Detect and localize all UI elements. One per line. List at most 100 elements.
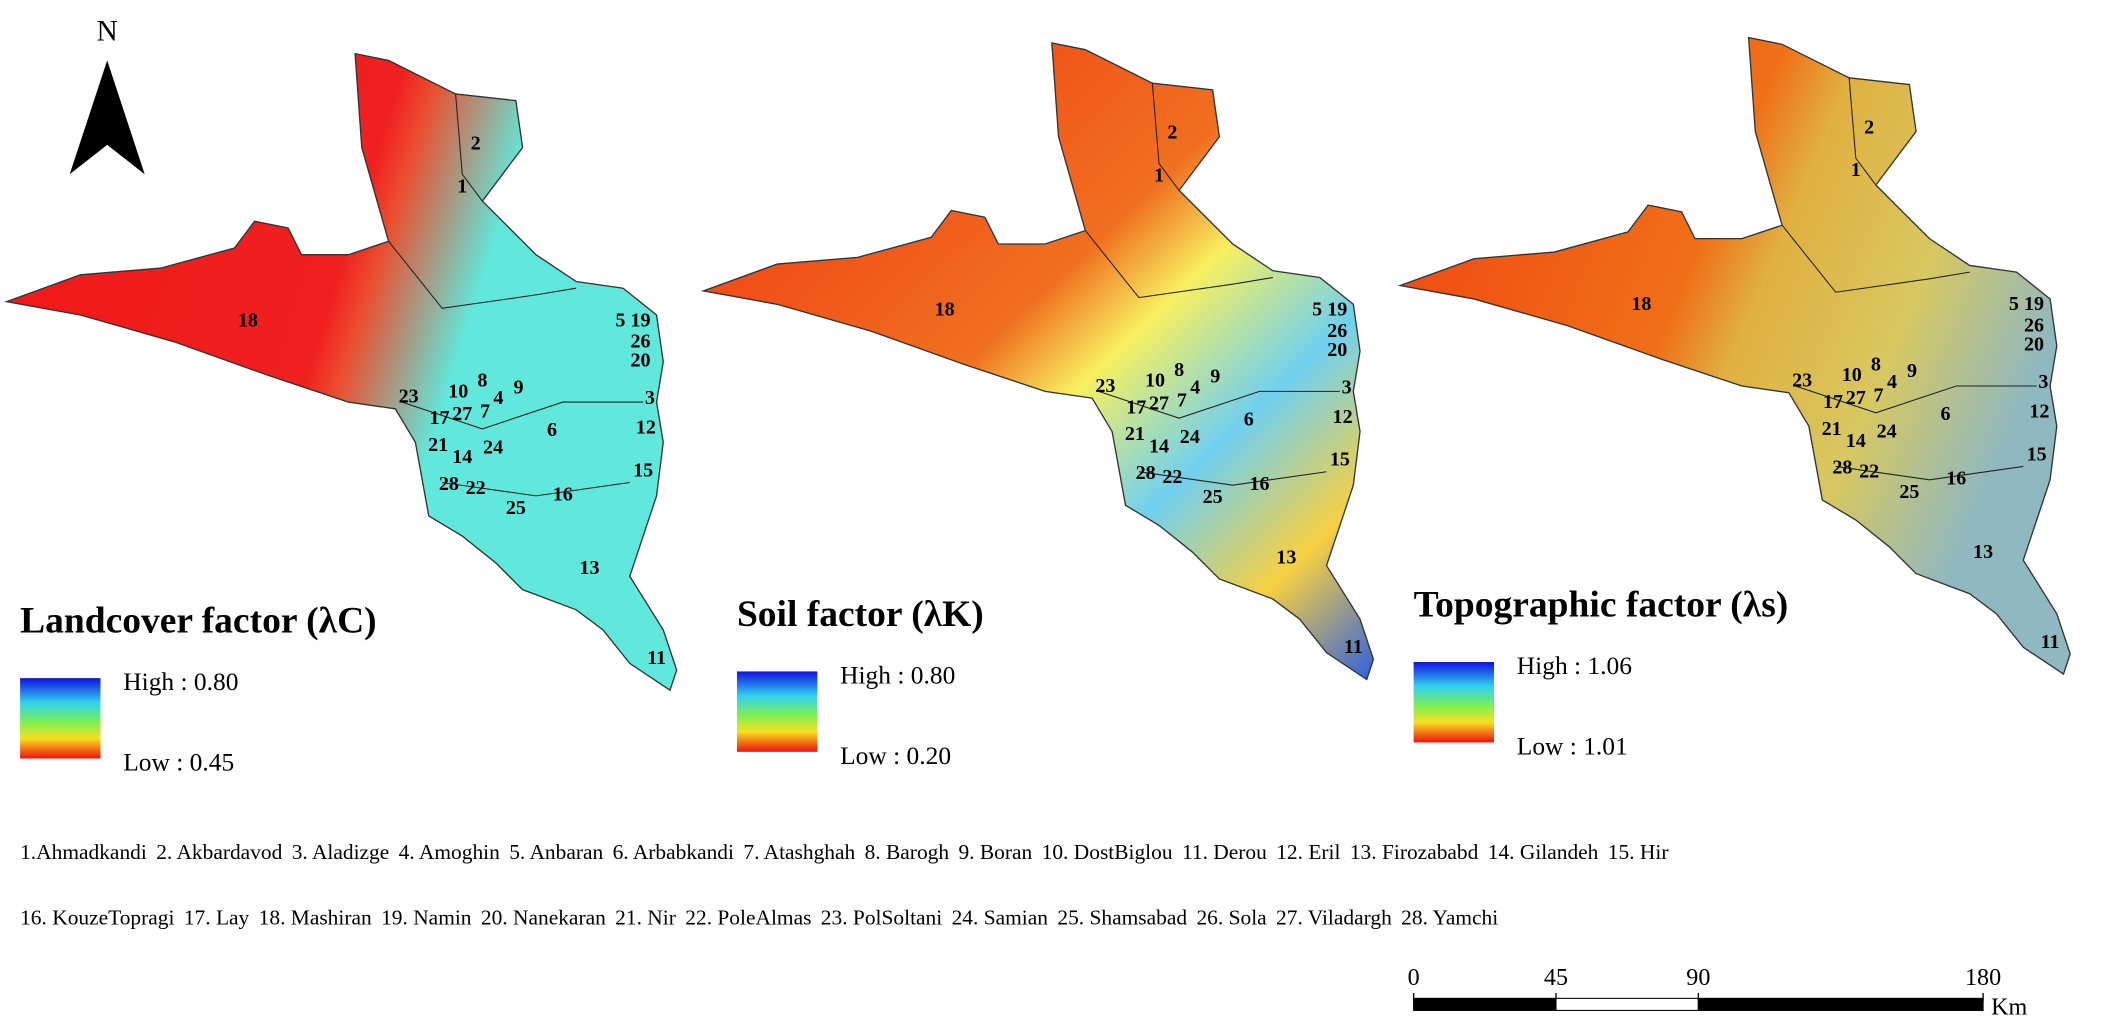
region-label: 4 bbox=[1887, 371, 1897, 393]
legend-high: High : 0.80 bbox=[123, 667, 238, 696]
district-boundary bbox=[1138, 471, 1327, 486]
region-name: 2. Akbardavod bbox=[156, 840, 282, 864]
region-name: 15. Hir bbox=[1608, 840, 1669, 864]
region-label: 7 bbox=[1874, 384, 1884, 406]
region-label: 24 bbox=[1877, 421, 1897, 443]
region-label: 12 bbox=[1333, 406, 1353, 428]
region-name: 11. Derou bbox=[1182, 840, 1267, 864]
color-ramp bbox=[20, 678, 101, 759]
region-name: 10. DostBiglou bbox=[1042, 840, 1173, 864]
region-label: 6 bbox=[1244, 408, 1254, 430]
region-label: 14 bbox=[1149, 435, 1169, 457]
region-label: 16 bbox=[553, 484, 573, 506]
region-label: 15 bbox=[1330, 449, 1350, 471]
region-label: 5 bbox=[2009, 293, 2019, 315]
region-label: 22 bbox=[1859, 461, 1879, 483]
region-label: 9 bbox=[1210, 366, 1220, 388]
region-label: 8 bbox=[1871, 354, 1881, 376]
region-name: 20. Nanekaran bbox=[481, 906, 606, 930]
region-label: 3 bbox=[1342, 376, 1352, 398]
region-label: 3 bbox=[2038, 371, 2048, 393]
region-label: 1 bbox=[1851, 159, 1861, 181]
legend: Topographic factor (λs) High : 1.06 Low : … bbox=[1413, 584, 1789, 760]
region-label: 21 bbox=[428, 434, 448, 456]
region-label: 6 bbox=[547, 419, 557, 441]
region-label: 25 bbox=[506, 497, 526, 519]
legend-high: High : 0.80 bbox=[840, 660, 955, 689]
region-label: 19 bbox=[2024, 293, 2044, 315]
region-label: 18 bbox=[238, 309, 258, 331]
region-label: 15 bbox=[633, 459, 653, 481]
district-boundary bbox=[1835, 465, 2024, 481]
region-label: 19 bbox=[1327, 299, 1347, 321]
region-name: 8. Barogh bbox=[865, 840, 950, 864]
north-label: N bbox=[97, 15, 118, 47]
region-label: 7 bbox=[1177, 390, 1187, 412]
region-name: 6. Arbabkandi bbox=[613, 840, 734, 864]
region-label: 28 bbox=[1136, 462, 1156, 484]
region-label: 14 bbox=[452, 446, 472, 468]
scale-tick-label: 45 bbox=[1544, 965, 1568, 991]
region-name: 19. Namin bbox=[381, 906, 472, 930]
district-boundary bbox=[388, 240, 577, 309]
district-boundary bbox=[1781, 224, 1970, 293]
legend: Soil factor (λK) High : 0.80 Low : 0.20 bbox=[736, 594, 984, 770]
region-label: 13 bbox=[1973, 541, 1993, 563]
region-map bbox=[1397, 36, 2071, 676]
region-label: 8 bbox=[1174, 359, 1184, 381]
region-label: 4 bbox=[1190, 376, 1200, 398]
legend-low: Low : 1.01 bbox=[1517, 731, 1628, 760]
legend-title: Landcover factor (λC) bbox=[20, 601, 377, 642]
region-name: 3. Aladizge bbox=[292, 840, 390, 864]
region-label: 21 bbox=[1822, 418, 1842, 440]
region-name: 24. Samian bbox=[952, 906, 1049, 930]
legend: Landcover factor (λC) High : 0.80 Low : 0.… bbox=[20, 601, 377, 777]
district-boundary bbox=[1151, 83, 1180, 191]
scale-segment bbox=[1697, 997, 1984, 1011]
region-label: 26 bbox=[1327, 320, 1347, 342]
region-label: 8 bbox=[477, 370, 487, 392]
region-name: 28. Yamchi bbox=[1401, 906, 1498, 930]
region-name: 4. Amoghin bbox=[399, 840, 500, 864]
district-boundary bbox=[1795, 385, 2037, 414]
region-label: 27 bbox=[1149, 392, 1169, 414]
region-label: 25 bbox=[1899, 481, 1919, 503]
region-label: 9 bbox=[514, 376, 524, 398]
scale-tick-label: 180 bbox=[1965, 965, 2001, 991]
region-label: 28 bbox=[1832, 457, 1852, 479]
region-label: 12 bbox=[2029, 400, 2049, 422]
region-label: 20 bbox=[630, 350, 650, 372]
region-label: 12 bbox=[636, 417, 656, 439]
region-label: 20 bbox=[1327, 339, 1347, 361]
region-name: 18. Mashiran bbox=[259, 906, 372, 930]
region-label: 10 bbox=[448, 380, 468, 402]
region-name: 5. Anbaran bbox=[509, 840, 603, 864]
region-label: 27 bbox=[1846, 387, 1866, 409]
region-name: 22. PoleAlmas bbox=[685, 906, 811, 930]
region-label: 11 bbox=[647, 647, 666, 669]
region-label: 3 bbox=[645, 387, 655, 409]
region-label: 17 bbox=[1126, 396, 1146, 418]
legend-title: Topographic factor (λs) bbox=[1414, 584, 1789, 625]
region-label: 21 bbox=[1125, 423, 1145, 445]
region-label: 18 bbox=[935, 299, 955, 321]
legend-low: Low : 0.20 bbox=[840, 741, 951, 770]
legend-title: Soil factor (λK) bbox=[737, 594, 984, 635]
region-label: 5 bbox=[615, 309, 625, 331]
district-boundary bbox=[401, 401, 644, 430]
region-label: 1 bbox=[457, 175, 467, 197]
scale-tick-label: 0 bbox=[1408, 965, 1420, 991]
region-label: 16 bbox=[1249, 473, 1269, 495]
region-label: 27 bbox=[452, 403, 472, 425]
scale-segment bbox=[1555, 997, 1699, 1011]
region-label: 18 bbox=[1631, 293, 1651, 315]
region-name: 26. Sola bbox=[1196, 906, 1267, 930]
region-label: 22 bbox=[466, 477, 486, 499]
region-label: 1 bbox=[1154, 165, 1164, 187]
region-label: 6 bbox=[1941, 403, 1951, 425]
region-label: 17 bbox=[1823, 391, 1843, 413]
region-name: 25. Shamsabad bbox=[1057, 906, 1187, 930]
north-arrow-shape bbox=[69, 60, 145, 175]
